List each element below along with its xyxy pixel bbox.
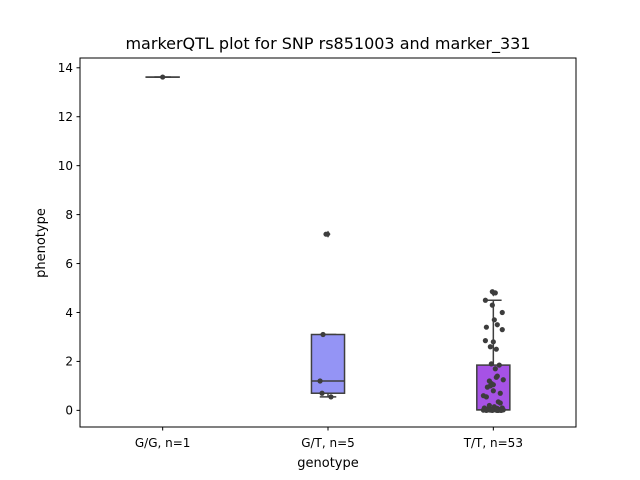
y-tick-label: 8 xyxy=(65,208,73,222)
data-point xyxy=(494,407,500,413)
data-point xyxy=(482,338,488,344)
data-point xyxy=(498,407,504,413)
data-point xyxy=(497,400,503,406)
y-tick-label: 6 xyxy=(65,257,73,271)
data-point xyxy=(328,394,334,400)
data-point xyxy=(499,309,505,316)
data-point xyxy=(491,317,497,323)
data-point xyxy=(483,407,489,413)
y-tick-label: 0 xyxy=(65,404,73,418)
box-body xyxy=(310,333,346,394)
data-point xyxy=(500,377,506,383)
data-point xyxy=(492,290,498,296)
data-point xyxy=(493,374,499,380)
y-tick-label: 4 xyxy=(65,306,73,320)
box-body xyxy=(476,364,511,411)
data-point xyxy=(323,231,329,237)
plot-area xyxy=(145,74,511,413)
x-tick-label: G/T, n=5 xyxy=(301,436,355,450)
data-point xyxy=(487,344,493,350)
data-point xyxy=(483,394,489,400)
x-axis-label: genotype xyxy=(297,456,358,471)
x-tick-label: G/G, n=1 xyxy=(135,436,191,450)
data-point xyxy=(496,362,502,368)
data-point xyxy=(494,322,500,328)
data-point xyxy=(482,297,488,303)
y-tick-label: 12 xyxy=(58,110,73,124)
y-tick-label: 2 xyxy=(65,355,73,369)
data-point xyxy=(493,346,499,352)
data-point xyxy=(497,390,503,396)
data-point xyxy=(317,378,323,384)
data-point xyxy=(492,366,498,372)
data-point xyxy=(490,388,496,394)
chart-title: markerQTL plot for SNP rs851003 and mark… xyxy=(125,34,530,54)
y-tick-label: 14 xyxy=(58,61,73,75)
data-point xyxy=(484,384,490,390)
data-point xyxy=(483,324,489,330)
x-tick-label: T/T, n=53 xyxy=(463,436,523,450)
data-point xyxy=(160,74,166,80)
data-point xyxy=(489,407,495,413)
data-point xyxy=(319,390,325,396)
data-point xyxy=(488,361,494,367)
y-axis-label: phenotype xyxy=(34,208,49,278)
data-point xyxy=(499,327,505,333)
data-point xyxy=(320,331,326,338)
data-point xyxy=(489,302,495,308)
data-point xyxy=(490,339,496,345)
y-tick-label: 10 xyxy=(58,159,73,173)
